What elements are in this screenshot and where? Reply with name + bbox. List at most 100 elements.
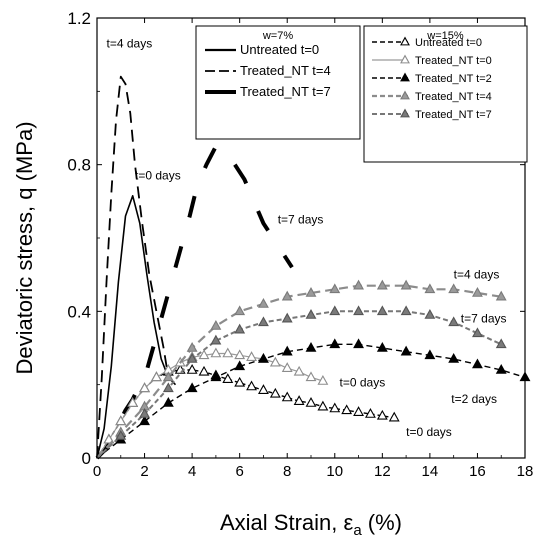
data-point	[448, 283, 460, 294]
data-point	[329, 338, 341, 349]
data-point	[305, 287, 317, 297]
data-point	[162, 397, 174, 407]
data-point	[186, 382, 198, 393]
data-point	[210, 347, 222, 358]
data-point	[400, 279, 412, 290]
axes-layer: 0 2 4 6 8 10 12 14 16 18 0 0.4 0.8 1.2 Axial Strain, ε…	[12, 9, 533, 539]
data-point	[186, 342, 198, 352]
data-point	[376, 409, 388, 420]
data-point	[246, 351, 257, 361]
data-point	[353, 279, 364, 290]
x-tick-label: 10	[326, 463, 343, 480]
x-axis-title-subscript: a	[353, 522, 362, 539]
data-point	[115, 415, 127, 426]
data-point	[103, 433, 115, 444]
data-point	[495, 364, 507, 374]
data-point	[281, 362, 293, 372]
legend-marker	[400, 36, 410, 46]
data-point	[305, 309, 317, 319]
data-point	[448, 316, 460, 327]
data-point	[281, 345, 293, 356]
data-point	[210, 371, 222, 382]
data-point	[353, 406, 364, 416]
legend-box	[195, 25, 361, 140]
series-line-solid	[96, 195, 177, 459]
data-point	[424, 349, 436, 360]
series-grey-filled-triangle	[96, 305, 507, 459]
data-point	[472, 327, 483, 338]
series-solid	[96, 195, 177, 459]
data-point	[139, 415, 150, 426]
y-axis-title: Deviatoric stress, q (MPa)	[12, 121, 37, 374]
data-point	[353, 305, 364, 316]
x-axis-title: Axial Strain, εa (%)	[220, 510, 402, 539]
data-point	[329, 305, 341, 316]
data-point	[258, 353, 269, 363]
data-point	[198, 365, 210, 376]
data-point	[258, 316, 269, 327]
data-point	[222, 347, 234, 358]
data-point	[162, 371, 174, 382]
legend-title: w=15%	[426, 30, 464, 42]
data-point	[234, 305, 246, 316]
x-tick-label: 4	[188, 463, 196, 480]
data-point	[234, 360, 246, 371]
x-tick-label: 12	[374, 463, 391, 480]
x-tick-label: 2	[140, 463, 148, 480]
data-point	[269, 356, 281, 367]
data-point	[400, 305, 412, 316]
data-point	[258, 298, 269, 308]
legend-entry-label: Untreated t=0	[415, 37, 482, 49]
legend-entry-label: Treated_NT t=7	[415, 109, 492, 121]
legend-title: w=7%	[262, 30, 293, 42]
legend-entry-label: Treated_NT t=4	[240, 63, 331, 78]
y-tick-label: 0.4	[67, 302, 91, 321]
x-tick-label: 18	[517, 463, 534, 480]
data-point	[139, 382, 150, 393]
annotation-label: t=0 days	[340, 376, 386, 390]
data-point	[448, 353, 460, 363]
x-tick-label: 0	[93, 463, 101, 480]
legend-marker	[400, 90, 410, 100]
data-point	[329, 283, 341, 294]
annotation-label: t=4 days	[107, 36, 153, 50]
data-point	[210, 320, 222, 330]
data-point	[353, 338, 364, 349]
data-point	[293, 365, 305, 376]
series-line-dashed	[96, 75, 170, 459]
x-tick-label: 14	[422, 463, 439, 480]
legend-box	[363, 25, 528, 163]
data-point	[376, 305, 388, 316]
data-point	[198, 349, 210, 360]
data-point	[222, 373, 234, 383]
legend-1: w=7%Untreated t=0 Treated_NT t=4 Treated_N…	[195, 25, 361, 140]
legend-entry-label: Treated_NT t=7	[240, 84, 331, 99]
series-dashed	[96, 75, 170, 459]
y-tick-label: 1.2	[67, 9, 91, 28]
data-point	[305, 342, 317, 352]
data-point	[305, 371, 317, 382]
legend-marker	[400, 54, 410, 64]
x-axis-title-unit: (%)	[362, 510, 402, 535]
annotation-label: t=0 days	[135, 168, 181, 182]
data-point	[151, 371, 162, 382]
series-line-thick	[95, 144, 294, 460]
data-point	[317, 375, 329, 385]
annotation-label: t=0 days	[406, 425, 452, 439]
data-point	[376, 342, 388, 352]
data-point	[495, 338, 507, 349]
data-point	[258, 384, 269, 394]
data-point	[400, 345, 412, 356]
legend-2: w=15%Untreated t=0 Treated_NT t=0 Treated_…	[363, 25, 528, 163]
data-point	[234, 349, 246, 360]
data-point	[317, 400, 329, 411]
data-point	[162, 382, 174, 393]
legend-marker	[400, 108, 410, 118]
legend-entry-label: Untreated t=0	[240, 42, 319, 57]
annotation-label: t=7 days	[278, 212, 324, 226]
data-point	[424, 309, 436, 319]
data-point	[246, 380, 257, 391]
data-point	[305, 397, 317, 407]
data-point	[186, 364, 198, 374]
